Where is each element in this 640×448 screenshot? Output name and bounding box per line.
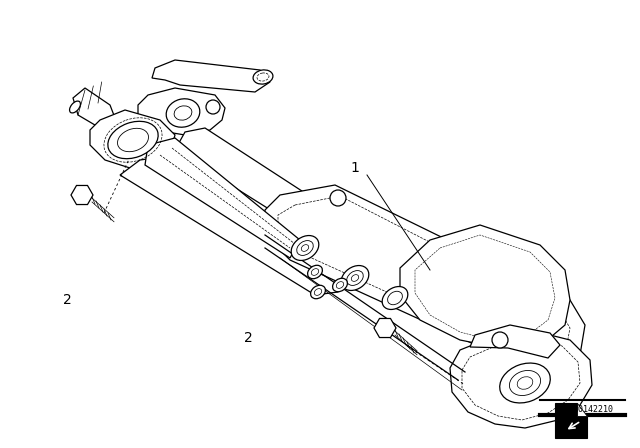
Ellipse shape	[388, 291, 403, 305]
Ellipse shape	[336, 282, 344, 289]
Circle shape	[492, 332, 508, 348]
Ellipse shape	[308, 265, 323, 279]
Polygon shape	[90, 110, 175, 168]
Polygon shape	[152, 60, 270, 92]
Text: 2: 2	[244, 331, 252, 345]
Polygon shape	[400, 225, 570, 350]
Circle shape	[330, 190, 346, 206]
Polygon shape	[138, 88, 225, 135]
Polygon shape	[175, 128, 385, 265]
Polygon shape	[265, 185, 585, 372]
Polygon shape	[73, 88, 115, 128]
Ellipse shape	[291, 236, 319, 260]
Ellipse shape	[314, 289, 322, 295]
Ellipse shape	[311, 269, 319, 276]
Ellipse shape	[166, 99, 200, 127]
Ellipse shape	[347, 271, 364, 285]
Polygon shape	[450, 330, 592, 428]
Text: 1: 1	[351, 161, 360, 175]
Ellipse shape	[301, 245, 308, 251]
Ellipse shape	[297, 241, 313, 255]
Ellipse shape	[174, 106, 192, 120]
Ellipse shape	[108, 121, 158, 159]
Ellipse shape	[333, 278, 348, 292]
Circle shape	[206, 100, 220, 114]
Ellipse shape	[341, 266, 369, 290]
Ellipse shape	[382, 287, 408, 310]
Ellipse shape	[517, 377, 532, 389]
Ellipse shape	[351, 275, 358, 281]
Polygon shape	[577, 403, 587, 416]
Polygon shape	[145, 138, 300, 258]
Polygon shape	[470, 325, 560, 358]
Ellipse shape	[118, 128, 148, 152]
Text: 00142210: 00142210	[574, 405, 614, 414]
Ellipse shape	[257, 73, 269, 81]
Ellipse shape	[500, 363, 550, 403]
Ellipse shape	[253, 70, 273, 84]
Ellipse shape	[310, 285, 325, 299]
Text: 2: 2	[63, 293, 72, 307]
Ellipse shape	[70, 101, 81, 113]
Ellipse shape	[509, 370, 541, 396]
Polygon shape	[120, 157, 345, 295]
Polygon shape	[555, 403, 587, 438]
